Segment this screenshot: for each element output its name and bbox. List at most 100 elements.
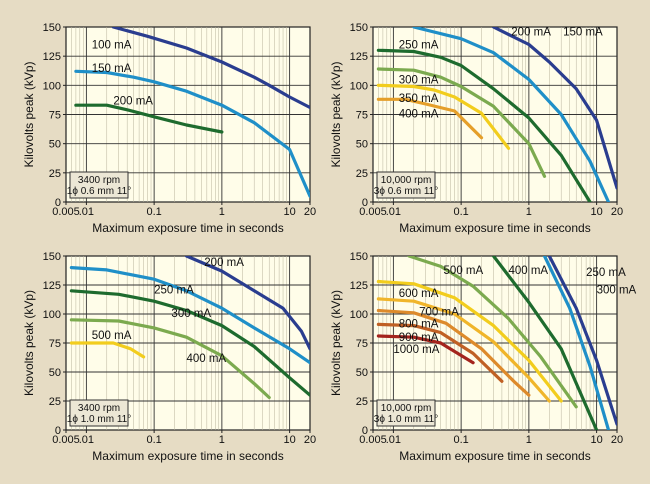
chart-panel-single-phase-1.0mm: 0.005.01 0.1 1 10 20 0 25 50 75 100 125 150 Maximum … bbox=[22, 251, 316, 463]
x-tick-label: 10 bbox=[283, 206, 295, 218]
series-label: 200 mA bbox=[113, 96, 153, 108]
x-tick-label: 0.1 bbox=[453, 206, 468, 218]
tube-info-text: 3400 rpm bbox=[78, 175, 120, 186]
series-line-150-ma bbox=[491, 27, 617, 190]
x-tick-label: 0.005 bbox=[359, 206, 387, 218]
tube-info-box bbox=[376, 399, 436, 427]
y-tick-label: 150 bbox=[43, 22, 61, 34]
y-tick-label: 0 bbox=[362, 197, 368, 209]
series-line-200-ma bbox=[74, 103, 224, 134]
y-axis-label: Kilovolts peak (kVp) bbox=[22, 61, 36, 167]
y-tick-label: 50 bbox=[356, 139, 368, 151]
x-tick-label: .01 bbox=[79, 206, 94, 218]
series-label: 200 mA bbox=[511, 27, 551, 39]
y-tick-label: 150 bbox=[43, 251, 61, 263]
x-tick-label: 0.005 bbox=[52, 206, 80, 218]
chart-panel-single-phase-0.6mm: 0.005.01 0.1 1 10 20 0 25 50 75 100 125 150 Maximum … bbox=[22, 22, 316, 235]
y-tick-label: 75 bbox=[49, 110, 61, 122]
series-label: 250 mA bbox=[154, 285, 194, 297]
series-line-400-ma bbox=[69, 318, 271, 400]
series-line-300-ma bbox=[542, 256, 611, 430]
chart-panel-three-phase-0.6mm: 0.005.01 0.1 1 10 20 0 25 50 75 100 125 150 Maximum … bbox=[329, 22, 623, 235]
x-axis-label: Maximum exposure time in seconds bbox=[92, 449, 283, 463]
x-tick-label: 20 bbox=[304, 434, 316, 446]
x-tick-label: .01 bbox=[386, 434, 401, 446]
tube-info-box bbox=[69, 171, 129, 199]
series-label: 400 mA bbox=[399, 108, 439, 120]
series-line-700-ma bbox=[376, 297, 551, 403]
y-tick-label: 25 bbox=[356, 168, 368, 180]
y-tick-label: 25 bbox=[49, 396, 61, 408]
x-tick-label: 20 bbox=[611, 434, 623, 446]
y-tick-label: 75 bbox=[356, 338, 368, 350]
x-tick-label: 1 bbox=[219, 206, 225, 218]
series-label: 400 mA bbox=[186, 353, 226, 365]
y-tick-label: 125 bbox=[350, 280, 368, 292]
series-line-400-ma bbox=[491, 256, 599, 430]
series-label: 150 mA bbox=[563, 27, 603, 39]
x-tick-label: 10 bbox=[590, 206, 602, 218]
x-tick-label: 10 bbox=[590, 434, 602, 446]
series-label: 100 mA bbox=[92, 40, 132, 52]
y-axis-label: Kilovolts peak (kVp) bbox=[329, 290, 343, 396]
y-tick-label: 150 bbox=[350, 251, 368, 263]
series-line-100-ma bbox=[111, 27, 310, 110]
y-tick-label: 0 bbox=[55, 425, 61, 437]
tube-info-text: 10,000 rpm bbox=[381, 175, 432, 186]
series-label: 400 mA bbox=[508, 265, 548, 277]
series-line-500-ma bbox=[69, 341, 146, 359]
series-label: 500 mA bbox=[92, 330, 132, 342]
y-tick-label: 0 bbox=[362, 425, 368, 437]
x-tick-label: 1 bbox=[526, 206, 532, 218]
series-line-250-ma bbox=[547, 256, 617, 426]
series-line-900-ma bbox=[376, 322, 504, 383]
y-tick-label: 75 bbox=[356, 110, 368, 122]
y-tick-label: 125 bbox=[43, 51, 61, 63]
y-tick-label: 100 bbox=[43, 80, 61, 92]
x-axis-label: Maximum exposure time in seconds bbox=[399, 221, 590, 235]
y-tick-label: 100 bbox=[350, 80, 368, 92]
y-tick-label: 150 bbox=[350, 22, 368, 34]
y-tick-label: 100 bbox=[43, 309, 61, 321]
series-label: 250 mA bbox=[399, 40, 439, 52]
tube-info-text: 10,000 rpm bbox=[381, 403, 432, 414]
y-tick-label: 125 bbox=[350, 51, 368, 63]
x-tick-label: 10 bbox=[283, 434, 295, 446]
y-axis-label: Kilovolts peak (kVp) bbox=[329, 61, 343, 167]
tube-info-text: 3400 rpm bbox=[78, 403, 120, 414]
tube-info-text: 1ϕ 0.6 mm 11° bbox=[67, 186, 131, 197]
series-line-300-ma bbox=[376, 67, 547, 178]
tube-info-box bbox=[69, 399, 129, 427]
y-tick-label: 100 bbox=[350, 309, 368, 321]
y-tick-label: 50 bbox=[49, 139, 61, 151]
series-line-600-ma bbox=[376, 279, 563, 403]
series-label: 800 mA bbox=[399, 318, 439, 330]
series-label: 300 mA bbox=[597, 285, 637, 297]
y-tick-label: 75 bbox=[49, 338, 61, 350]
series-label: 700 mA bbox=[419, 307, 459, 319]
y-tick-label: 50 bbox=[356, 367, 368, 379]
series-line-250-ma bbox=[69, 266, 310, 365]
y-tick-label: 0 bbox=[55, 197, 61, 209]
x-tick-label: .01 bbox=[79, 434, 94, 446]
series-label: 200 mA bbox=[204, 257, 244, 269]
x-tick-label: 20 bbox=[611, 206, 623, 218]
x-axis-label: Maximum exposure time in seconds bbox=[92, 221, 283, 235]
series-line-400-ma bbox=[376, 97, 484, 140]
x-tick-label: 1 bbox=[526, 434, 532, 446]
series-line-350-ma bbox=[376, 83, 511, 150]
tube-info-text: 3ϕ 0.6 mm 11° bbox=[374, 186, 438, 197]
chart-panel-three-phase-1.0mm: 0.005.01 0.1 1 10 20 0 25 50 75 100 125 150 Maximum … bbox=[329, 251, 637, 463]
series-label: 300 mA bbox=[399, 75, 439, 87]
series-label: 1000 mA bbox=[393, 344, 439, 356]
y-tick-label: 50 bbox=[49, 367, 61, 379]
y-axis-label: Kilovolts peak (kVp) bbox=[22, 290, 36, 396]
series-line-200-ma bbox=[412, 27, 611, 202]
x-tick-label: 0.005 bbox=[52, 434, 80, 446]
series-line-300-ma bbox=[69, 289, 310, 397]
series-line-1000-ma bbox=[376, 334, 475, 365]
x-axis-label: Maximum exposure time in seconds bbox=[399, 449, 590, 463]
x-tick-label: 1 bbox=[219, 434, 225, 446]
series-line-500-ma bbox=[407, 256, 578, 409]
